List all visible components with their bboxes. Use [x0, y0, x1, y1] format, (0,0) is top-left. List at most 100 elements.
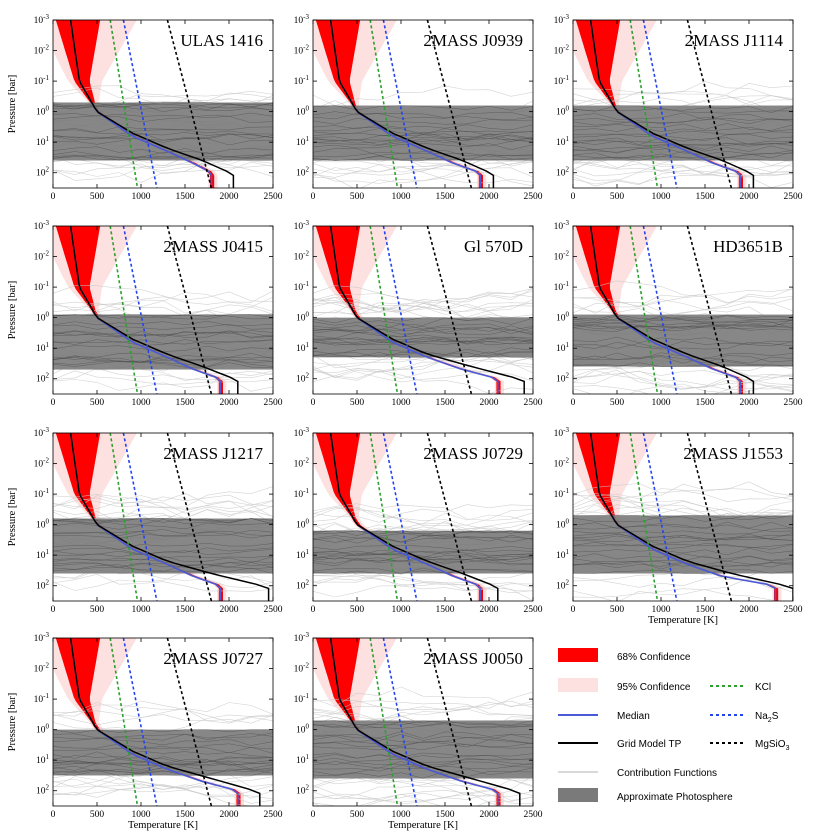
y-tick-label: 102 — [556, 166, 570, 179]
x-tick-label: 500 — [350, 192, 365, 202]
contribution-function-line — [573, 288, 793, 311]
photosphere-streak — [313, 550, 533, 558]
x-tick-label: 500 — [350, 398, 365, 408]
mgsio3-base: MgSiO — [755, 739, 786, 750]
photosphere-streak — [573, 548, 793, 556]
photosphere-streak — [573, 105, 793, 113]
photosphere-streak — [573, 527, 793, 535]
y-tick-label: 10-1 — [294, 487, 310, 500]
photosphere-streak — [313, 329, 533, 338]
y-tick-label: 102 — [36, 579, 50, 592]
x-tick-label: 1000 — [392, 605, 411, 615]
conf68-band — [55, 20, 215, 188]
y-tick-label: 100 — [36, 518, 50, 531]
contribution-function-line — [313, 299, 533, 322]
grid-model-tp-line — [329, 433, 499, 601]
conf95-band — [313, 638, 504, 806]
contribution-function-line — [53, 370, 273, 391]
photosphere-streak — [573, 140, 793, 146]
panel-title: 2MASS J1217 — [163, 444, 263, 463]
contribution-function-line — [313, 705, 533, 717]
photosphere-streak — [53, 103, 273, 111]
x-tick-label: 1000 — [392, 192, 411, 202]
panel-title: 2MASS J0415 — [163, 237, 263, 256]
y-tick-label: 102 — [296, 372, 310, 385]
x-tick-label: 1000 — [392, 810, 411, 820]
photosphere-streak — [53, 339, 273, 346]
photosphere-streak — [313, 337, 533, 343]
contribution-function-line — [313, 164, 533, 187]
panel-title: 2MASS J0050 — [423, 649, 523, 668]
contribution-function-line — [313, 293, 533, 312]
y-tick-label: 101 — [296, 548, 310, 561]
x-tick-label: 2500 — [524, 398, 543, 408]
photosphere-streak — [313, 720, 533, 729]
y-tick-label: 10-2 — [294, 44, 310, 57]
x-tick-label: 2500 — [784, 605, 803, 615]
contribution-function-line — [573, 385, 793, 394]
x-tick-label: 1500 — [436, 192, 455, 202]
photosphere-streak — [313, 351, 533, 358]
panel-3: 0 500 1000 1500 2000 2500 10-3 10-2 10-1 100 101 10… — [7, 219, 283, 408]
photosphere-streak — [573, 315, 793, 322]
contribution-function-line — [573, 82, 793, 95]
contribution-function-line — [53, 781, 273, 800]
y-axis-label: Pressure [bar] — [7, 488, 18, 547]
x-axis-label: Temperature [K] — [388, 820, 458, 831]
na2s-condensation-curve — [382, 20, 418, 188]
y-tick-label: 101 — [556, 341, 570, 354]
y-tick-label: 10-3 — [34, 13, 50, 26]
photosphere-streak — [313, 735, 533, 744]
y-tick-label: 10-3 — [34, 219, 50, 232]
contribution-function-line — [53, 370, 273, 386]
y-tick-label: 10-1 — [294, 74, 310, 87]
photosphere-streak — [313, 568, 533, 574]
photosphere-streak — [313, 757, 533, 766]
contribution-function-line — [313, 301, 533, 320]
photosphere-streak — [53, 133, 273, 141]
mgsio3-condensation-curve — [686, 226, 733, 394]
conf95-band — [313, 433, 487, 601]
photosphere-streak — [53, 729, 273, 734]
x-tick-label: 2000 — [220, 605, 239, 615]
photosphere-streak — [53, 330, 273, 339]
photosphere-streak — [313, 567, 533, 574]
y-tick-label: 10-2 — [294, 250, 310, 263]
panel-title: 2MASS J0729 — [423, 444, 523, 463]
y-tick-label: 101 — [556, 548, 570, 561]
panel-frame — [572, 225, 794, 395]
panel-plot-area — [573, 226, 793, 394]
x-tick-label: 500 — [90, 192, 105, 202]
mgsio3-condensation-curve — [166, 226, 213, 394]
contribution-function-line — [53, 784, 273, 804]
photosphere-streak — [573, 361, 793, 367]
photosphere-streak — [573, 112, 793, 121]
kcl-condensation-curve — [369, 433, 399, 601]
photosphere-streak — [573, 116, 793, 125]
contribution-function-line — [313, 792, 533, 806]
photosphere-streak — [53, 564, 273, 572]
photosphere-streak — [573, 107, 793, 114]
y-tick-label: 10-2 — [34, 250, 50, 263]
x-tick-label: 2000 — [480, 810, 499, 820]
contribution-function-line — [53, 700, 273, 723]
photosphere-streak — [573, 515, 793, 520]
panel-frame — [312, 225, 534, 395]
conf95-band — [53, 20, 218, 188]
photosphere-streak — [313, 723, 533, 729]
x-tick-label: 2000 — [220, 398, 239, 408]
y-tick-label: 10-3 — [554, 219, 570, 232]
y-tick-label: 10-1 — [294, 280, 310, 293]
y-tick-label: 10-1 — [34, 692, 50, 705]
photosphere-streak — [313, 347, 533, 355]
photosphere-streak — [313, 545, 533, 551]
photosphere-streak — [573, 532, 793, 541]
y-tick-label: 101 — [296, 341, 310, 354]
na2s-base: Na — [755, 711, 768, 722]
mgsio3-condensation-curve — [426, 638, 473, 806]
panel-title: 2MASS J1114 — [685, 31, 784, 50]
y-tick-label: 100 — [556, 311, 570, 324]
contribution-function-line — [573, 370, 793, 394]
panel-title: 2MASS J0727 — [163, 649, 263, 668]
grid-model-tp-line — [69, 638, 261, 806]
